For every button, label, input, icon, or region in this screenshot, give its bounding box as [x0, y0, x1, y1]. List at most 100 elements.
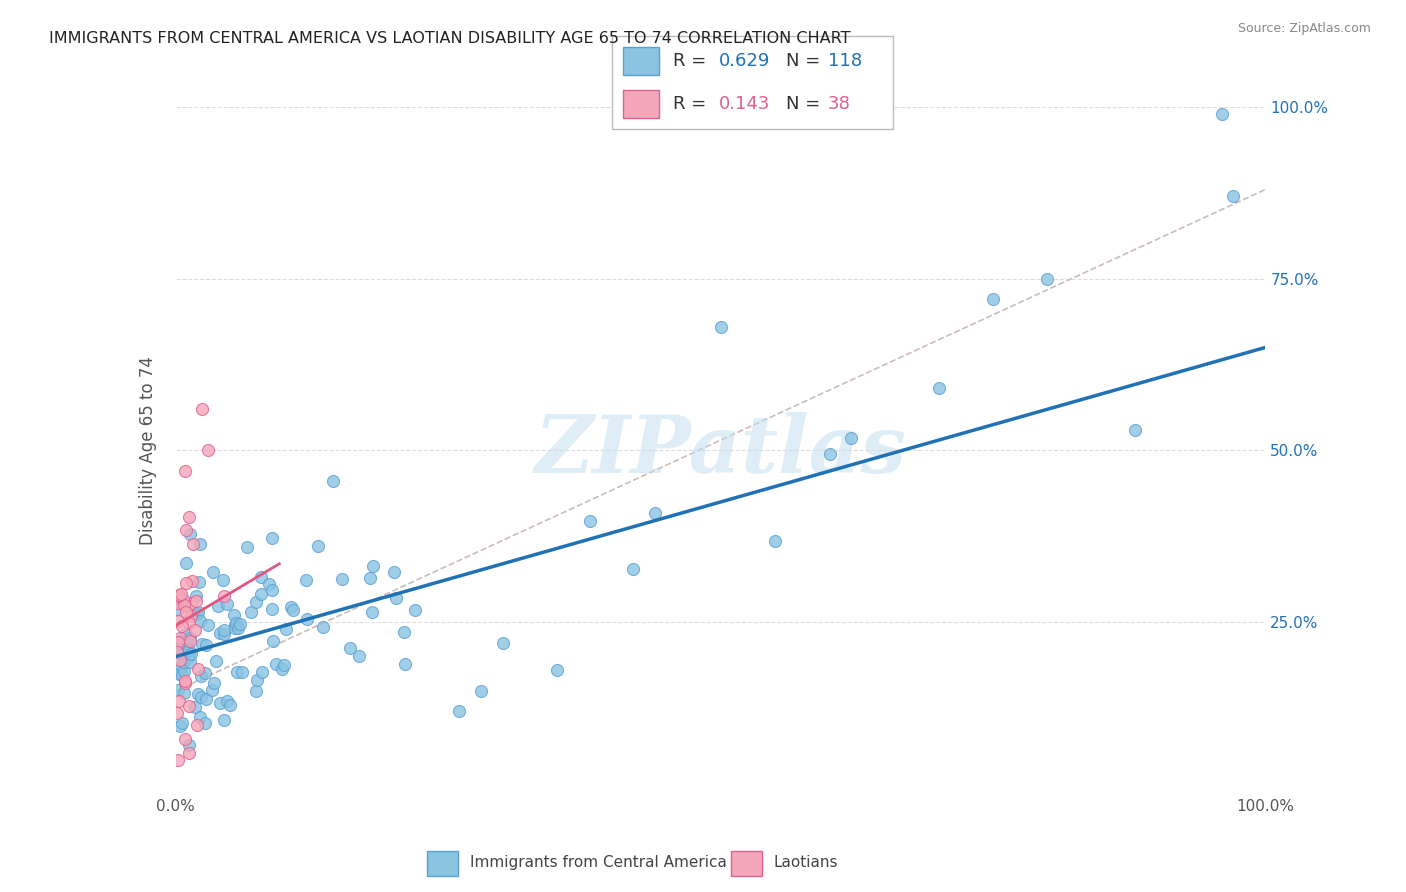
Point [339, 641, 361, 656]
Point [266, 657, 288, 672]
Point [763, 534, 786, 549]
Point [201, 683, 224, 698]
Point [190, 669, 212, 683]
Point [179, 631, 201, 645]
Point [197, 617, 219, 632]
Point [187, 662, 209, 676]
Point [174, 627, 197, 641]
Text: N =: N = [786, 95, 825, 113]
Point [382, 565, 405, 579]
Point [218, 698, 240, 712]
Point [225, 615, 247, 630]
Point [179, 527, 201, 541]
Text: 38: 38 [828, 95, 851, 113]
Point [186, 718, 208, 732]
Bar [623, 47, 659, 75]
Point [262, 582, 284, 597]
Point [201, 565, 224, 579]
Point [209, 696, 232, 710]
Point [167, 634, 190, 648]
Point [307, 539, 329, 553]
Point [173, 599, 195, 613]
Point [276, 622, 298, 636]
Point [297, 611, 319, 625]
Point [188, 710, 211, 724]
Point [262, 531, 284, 545]
Text: 0.143: 0.143 [718, 95, 770, 113]
Point [167, 589, 190, 603]
Point [1222, 189, 1244, 203]
Point [191, 637, 214, 651]
Point [179, 634, 201, 648]
Point [981, 293, 1004, 307]
Point [170, 587, 193, 601]
Point [215, 598, 238, 612]
Point [262, 633, 284, 648]
Point [710, 319, 733, 334]
Bar [731, 851, 762, 876]
Point [176, 634, 198, 648]
Point [180, 574, 202, 588]
Point [195, 692, 218, 706]
Point [169, 636, 191, 650]
Point [644, 506, 666, 520]
Point [194, 638, 217, 652]
Point [181, 536, 204, 550]
Point [172, 591, 194, 606]
Point [184, 623, 207, 637]
Point [173, 686, 195, 700]
Point [207, 599, 229, 613]
Point [1211, 107, 1233, 121]
Point [180, 596, 202, 610]
Point [250, 569, 273, 583]
Point [174, 676, 197, 690]
Point [273, 658, 295, 673]
Point [186, 594, 208, 608]
Point [332, 572, 354, 586]
Bar [623, 90, 659, 118]
Point [361, 559, 384, 574]
Point [177, 699, 200, 714]
Point [194, 715, 217, 730]
Point [281, 603, 304, 617]
Point [228, 617, 250, 632]
Point [294, 573, 316, 587]
Point [166, 595, 188, 609]
Point [188, 615, 211, 629]
Point [246, 673, 269, 688]
Point [170, 648, 193, 662]
Point [212, 713, 235, 727]
Point [204, 654, 226, 668]
Point [262, 602, 284, 616]
Point [449, 705, 471, 719]
Point [250, 665, 273, 679]
Point [177, 649, 200, 664]
Point [170, 659, 193, 673]
Point [173, 664, 195, 678]
Y-axis label: Disability Age 65 to 74: Disability Age 65 to 74 [139, 356, 157, 545]
Point [1123, 423, 1146, 437]
Point [179, 643, 201, 657]
Point [167, 602, 190, 616]
Point [347, 648, 370, 663]
Point [167, 588, 190, 602]
Point [209, 626, 232, 640]
Text: Source: ZipAtlas.com: Source: ZipAtlas.com [1237, 22, 1371, 36]
Point [174, 673, 197, 688]
Point [392, 625, 415, 640]
Point [405, 603, 427, 617]
Point [191, 402, 214, 417]
Point [270, 662, 292, 676]
Point [174, 464, 197, 478]
Bar [427, 851, 458, 876]
Point [841, 431, 863, 445]
Point [359, 571, 381, 585]
Point [169, 631, 191, 645]
Point [167, 682, 190, 697]
Point [186, 589, 208, 603]
Point [166, 753, 188, 767]
Point [546, 663, 568, 677]
Point [217, 694, 239, 708]
Point [259, 576, 281, 591]
Text: ZIPatlas: ZIPatlas [534, 412, 907, 489]
